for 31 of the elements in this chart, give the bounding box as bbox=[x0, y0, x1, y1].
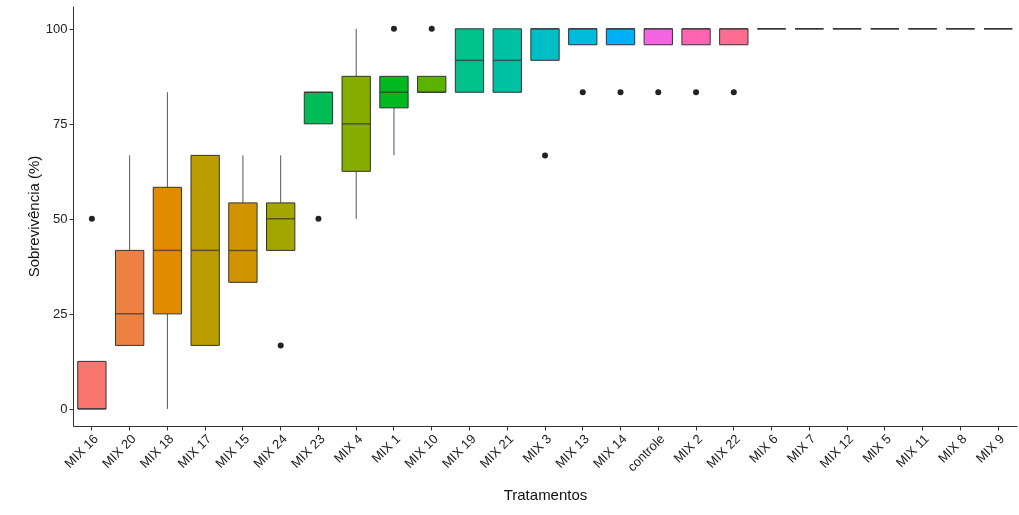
y-tick-label: 50 bbox=[53, 211, 68, 227]
x-tick-label: MIX 18 bbox=[136, 431, 177, 471]
x-tick-label: MIX 8 bbox=[934, 431, 970, 466]
y-tick-label: 0 bbox=[60, 401, 68, 417]
y-tick-label: 75 bbox=[53, 116, 68, 132]
y-axis-title: Sobrevivência (%) bbox=[24, 155, 42, 278]
x-tick-label: MIX 14 bbox=[589, 431, 630, 471]
x-tick-label: MIX 10 bbox=[401, 431, 441, 471]
x-tick-label: MIX 16 bbox=[61, 431, 102, 471]
x-tick-label: MIX 21 bbox=[476, 431, 517, 471]
x-tick-label: MIX 20 bbox=[99, 431, 139, 471]
x-tick-label: MIX 23 bbox=[287, 431, 328, 471]
x-tick-label: MIX 3 bbox=[519, 431, 555, 466]
y-tick-label: 25 bbox=[53, 306, 68, 322]
y-tick-label: 100 bbox=[45, 21, 68, 37]
x-tick-label: MIX 5 bbox=[859, 431, 895, 466]
x-axis-title: Tratamentos bbox=[503, 486, 588, 504]
x-tick-label: MIX 9 bbox=[972, 431, 1008, 466]
x-tick-label: MIX 11 bbox=[892, 431, 932, 471]
x-tick-label: MIX 2 bbox=[670, 431, 706, 466]
x-tick-label: MIX 4 bbox=[330, 431, 366, 466]
x-tick-label: MIX 13 bbox=[552, 431, 592, 471]
x-tick-label: MIX 12 bbox=[816, 431, 857, 471]
x-tick-label: MIX 17 bbox=[174, 431, 215, 471]
x-tick-label: MIX 6 bbox=[746, 431, 781, 466]
x-tick-label: MIX 1 bbox=[368, 431, 404, 466]
x-tick-label: MIX 15 bbox=[212, 431, 253, 471]
x-tick-label: MIX 24 bbox=[250, 431, 290, 471]
x-tick-label: MIX 7 bbox=[783, 431, 819, 466]
x-tick-label: MIX 19 bbox=[438, 431, 479, 471]
x-tick-label: MIX 22 bbox=[703, 431, 743, 471]
